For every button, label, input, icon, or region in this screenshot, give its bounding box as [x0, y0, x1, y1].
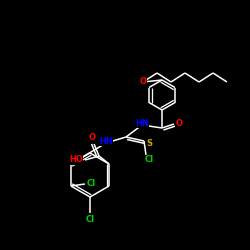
Text: HN: HN [99, 136, 113, 145]
Text: HO: HO [69, 156, 83, 164]
Text: Cl: Cl [144, 156, 154, 164]
Text: O: O [140, 78, 146, 86]
Text: O: O [88, 134, 96, 142]
Text: O: O [176, 120, 182, 128]
Text: S: S [146, 138, 152, 147]
Text: HN: HN [135, 118, 149, 128]
Text: Cl: Cl [86, 216, 94, 224]
Text: Cl: Cl [86, 180, 96, 188]
